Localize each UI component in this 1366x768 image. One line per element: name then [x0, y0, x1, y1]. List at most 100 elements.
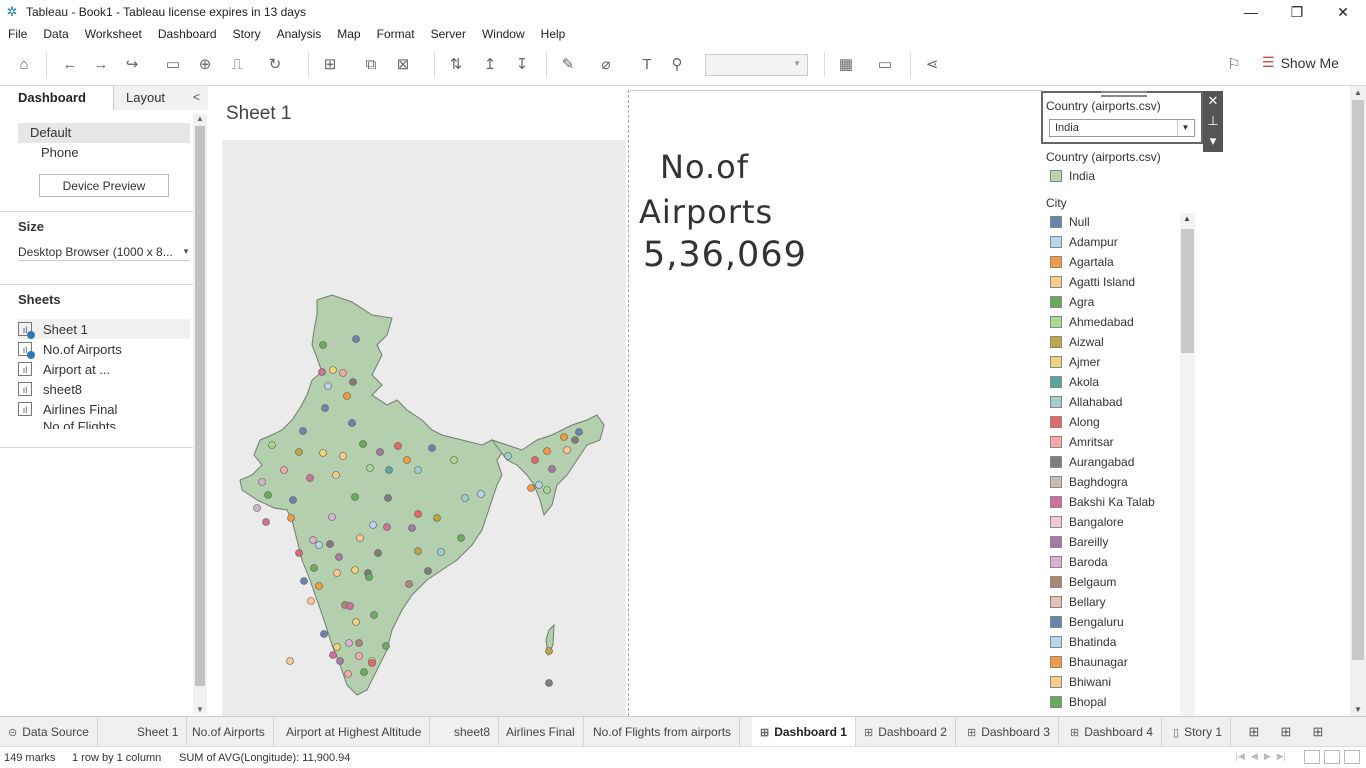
tab-airlines-final[interactable]: Airlines Final [498, 717, 584, 747]
scroll-thumb[interactable] [195, 126, 205, 686]
new-data-source-icon[interactable]: ⊕ [198, 56, 212, 73]
duplicate-icon[interactable]: ⧉ [365, 55, 377, 73]
legend-item[interactable]: Bhiwani [1050, 673, 1111, 691]
new-dashboard-icon[interactable]: ⊞ [1280, 724, 1292, 739]
collapse-pane-icon[interactable]: < [193, 90, 201, 104]
legend-item[interactable]: Allahabad [1050, 393, 1122, 411]
size-dropdown[interactable]: Desktop Browser (1000 x 8... ▼ [18, 243, 190, 261]
menu-worksheet[interactable]: Worksheet [84, 27, 142, 41]
fit-dropdown[interactable]: ▼ [705, 54, 808, 76]
legend-item[interactable]: Bhopal [1050, 693, 1106, 711]
tab-sheet8[interactable]: sheet8 [446, 717, 500, 747]
filmstrip-icon[interactable] [1324, 750, 1340, 764]
tab-sheet1[interactable]: Sheet 1 [129, 717, 188, 747]
legend-item[interactable]: Along [1050, 413, 1100, 431]
legend-item[interactable]: Belgaum [1050, 573, 1116, 591]
more-options-icon[interactable]: ▾ [1209, 133, 1217, 148]
replay-icon[interactable]: ↪ [125, 56, 139, 73]
legend-item[interactable]: Aurangabad [1050, 453, 1134, 471]
tab-layout[interactable]: Layout [114, 86, 208, 110]
menu-file[interactable]: File [8, 27, 28, 41]
show-cards-icon[interactable]: ▦ [838, 56, 854, 73]
close-icon[interactable]: ✕ [1337, 3, 1349, 20]
tab-dashboard-2[interactable]: ⊞ Dashboard 2 [856, 717, 956, 747]
menu-story[interactable]: Story [232, 27, 261, 41]
india-map[interactable] [222, 140, 626, 716]
legend-item[interactable]: Bareilly [1050, 533, 1108, 551]
legend-item[interactable]: Agatti Island [1050, 273, 1135, 291]
sort-descending-icon[interactable]: ↧ [515, 56, 529, 73]
sheet-item[interactable]: ıl Airlines Final [18, 399, 190, 419]
country-filter-select[interactable]: India ▼ [1049, 119, 1195, 137]
menu-data[interactable]: Data [43, 27, 69, 41]
tab-dashboard-3[interactable]: ⊞ Dashboard 3 [959, 717, 1059, 747]
pin-icon[interactable]: ⊥ [1207, 113, 1219, 128]
legend-item[interactable]: Bangalore [1050, 513, 1124, 531]
device-default[interactable]: Default [18, 123, 190, 143]
show-me-button[interactable]: ☰ Show Me [1262, 54, 1339, 71]
legend-item[interactable]: Baroda [1050, 553, 1108, 571]
format-painter-icon[interactable]: ⚐ [1227, 56, 1241, 73]
tab-no-of-flights[interactable]: No.of Flights from airports [585, 717, 741, 747]
next-sheet-icon[interactable]: ▶ [1263, 751, 1271, 761]
legend-item[interactable]: India [1050, 167, 1095, 185]
tabs-view-icon[interactable] [1344, 750, 1360, 764]
legend-item[interactable]: Bellary [1050, 593, 1106, 611]
menu-help[interactable]: Help [540, 27, 566, 41]
legend-item[interactable]: Aizwal [1050, 333, 1104, 351]
scroll-up-icon[interactable]: ▲ [1183, 214, 1191, 223]
new-worksheet-icon[interactable]: ⊞ [1248, 724, 1260, 739]
legend-item[interactable]: Bengaluru [1050, 613, 1124, 631]
legend-item[interactable]: Ajmer [1050, 353, 1100, 371]
home-icon[interactable]: ⌂ [19, 55, 29, 73]
tab-dashboard-1[interactable]: ⊞ Dashboard 1 [752, 717, 856, 747]
labels-icon[interactable]: T [642, 55, 652, 73]
sheet-item[interactable]: ıl No.of Airports [18, 339, 190, 359]
legend-item[interactable]: Akola [1050, 373, 1099, 391]
scroll-down-icon[interactable]: ▼ [196, 705, 204, 714]
tab-no-of-airports[interactable]: No.of Airports [184, 717, 274, 747]
menu-server[interactable]: Server [430, 27, 466, 41]
sheet-item[interactable]: ıl Airport at ... [18, 359, 190, 379]
legend-item[interactable]: Agartala [1050, 253, 1114, 271]
restore-icon[interactable]: ❐ [1290, 3, 1304, 20]
swap-icon[interactable]: ⇅ [449, 56, 463, 73]
sort-ascending-icon[interactable]: ↥ [483, 56, 497, 73]
redo-icon[interactable]: → [93, 55, 109, 73]
legend-item[interactable]: Agra [1050, 293, 1094, 311]
tab-data-source[interactable]: ⊝ Data Source [0, 717, 98, 747]
close-icon[interactable]: ✕ [1207, 93, 1219, 108]
tab-airport-highest-altitude[interactable]: Airport at Highest Altitude [278, 717, 431, 747]
legend-item[interactable]: Bhaunagar [1050, 653, 1128, 671]
left-pane-scrollbar[interactable]: ▲ ▼ [193, 114, 207, 714]
sheet-item[interactable]: No.of Flights [18, 419, 190, 429]
new-story-icon[interactable]: ⊞ [1312, 724, 1324, 739]
save-icon[interactable]: ▭ [165, 56, 181, 73]
group-icon[interactable]: ⌀ [601, 56, 611, 73]
menu-map[interactable]: Map [337, 27, 361, 41]
sheet-item[interactable]: ıl sheet8 [18, 379, 190, 399]
undo-icon[interactable]: ← [62, 55, 78, 73]
scroll-up-icon[interactable]: ▲ [196, 114, 204, 123]
legend-item[interactable]: Amritsar [1050, 433, 1114, 451]
tab-dashboard-4[interactable]: ⊞ Dashboard 4 [1062, 717, 1162, 747]
legend-item[interactable]: Adampur [1050, 233, 1118, 251]
country-filter-card[interactable]: Country (airports.csv) India ▼ [1041, 91, 1203, 144]
prev-sheet-icon[interactable]: ◀ [1250, 751, 1258, 761]
first-sheet-icon[interactable]: |◀ [1235, 751, 1245, 761]
legend-item[interactable]: Ahmedabad [1050, 313, 1134, 331]
clear-sheet-icon[interactable]: ⊠ [396, 56, 410, 73]
legend-item[interactable]: Bhatinda [1050, 633, 1116, 651]
sheet-item[interactable]: ıl Sheet 1 [18, 319, 190, 339]
pause-updates-icon[interactable]: ⎍ [231, 55, 243, 73]
menu-format[interactable]: Format [376, 27, 415, 41]
presentation-icon[interactable]: ▭ [877, 56, 893, 73]
drag-handle[interactable] [1101, 91, 1147, 97]
kpi-sheet[interactable] [630, 90, 1042, 716]
legend-item[interactable]: Baghdogra [1050, 473, 1128, 491]
scroll-down-icon[interactable]: ▼ [1354, 705, 1362, 714]
scroll-up-icon[interactable]: ▲ [1354, 88, 1362, 97]
legend-scrollbar[interactable]: ▲ [1180, 213, 1195, 716]
menu-analysis[interactable]: Analysis [276, 27, 322, 41]
new-worksheet-icon[interactable]: ⊞ [323, 56, 337, 73]
